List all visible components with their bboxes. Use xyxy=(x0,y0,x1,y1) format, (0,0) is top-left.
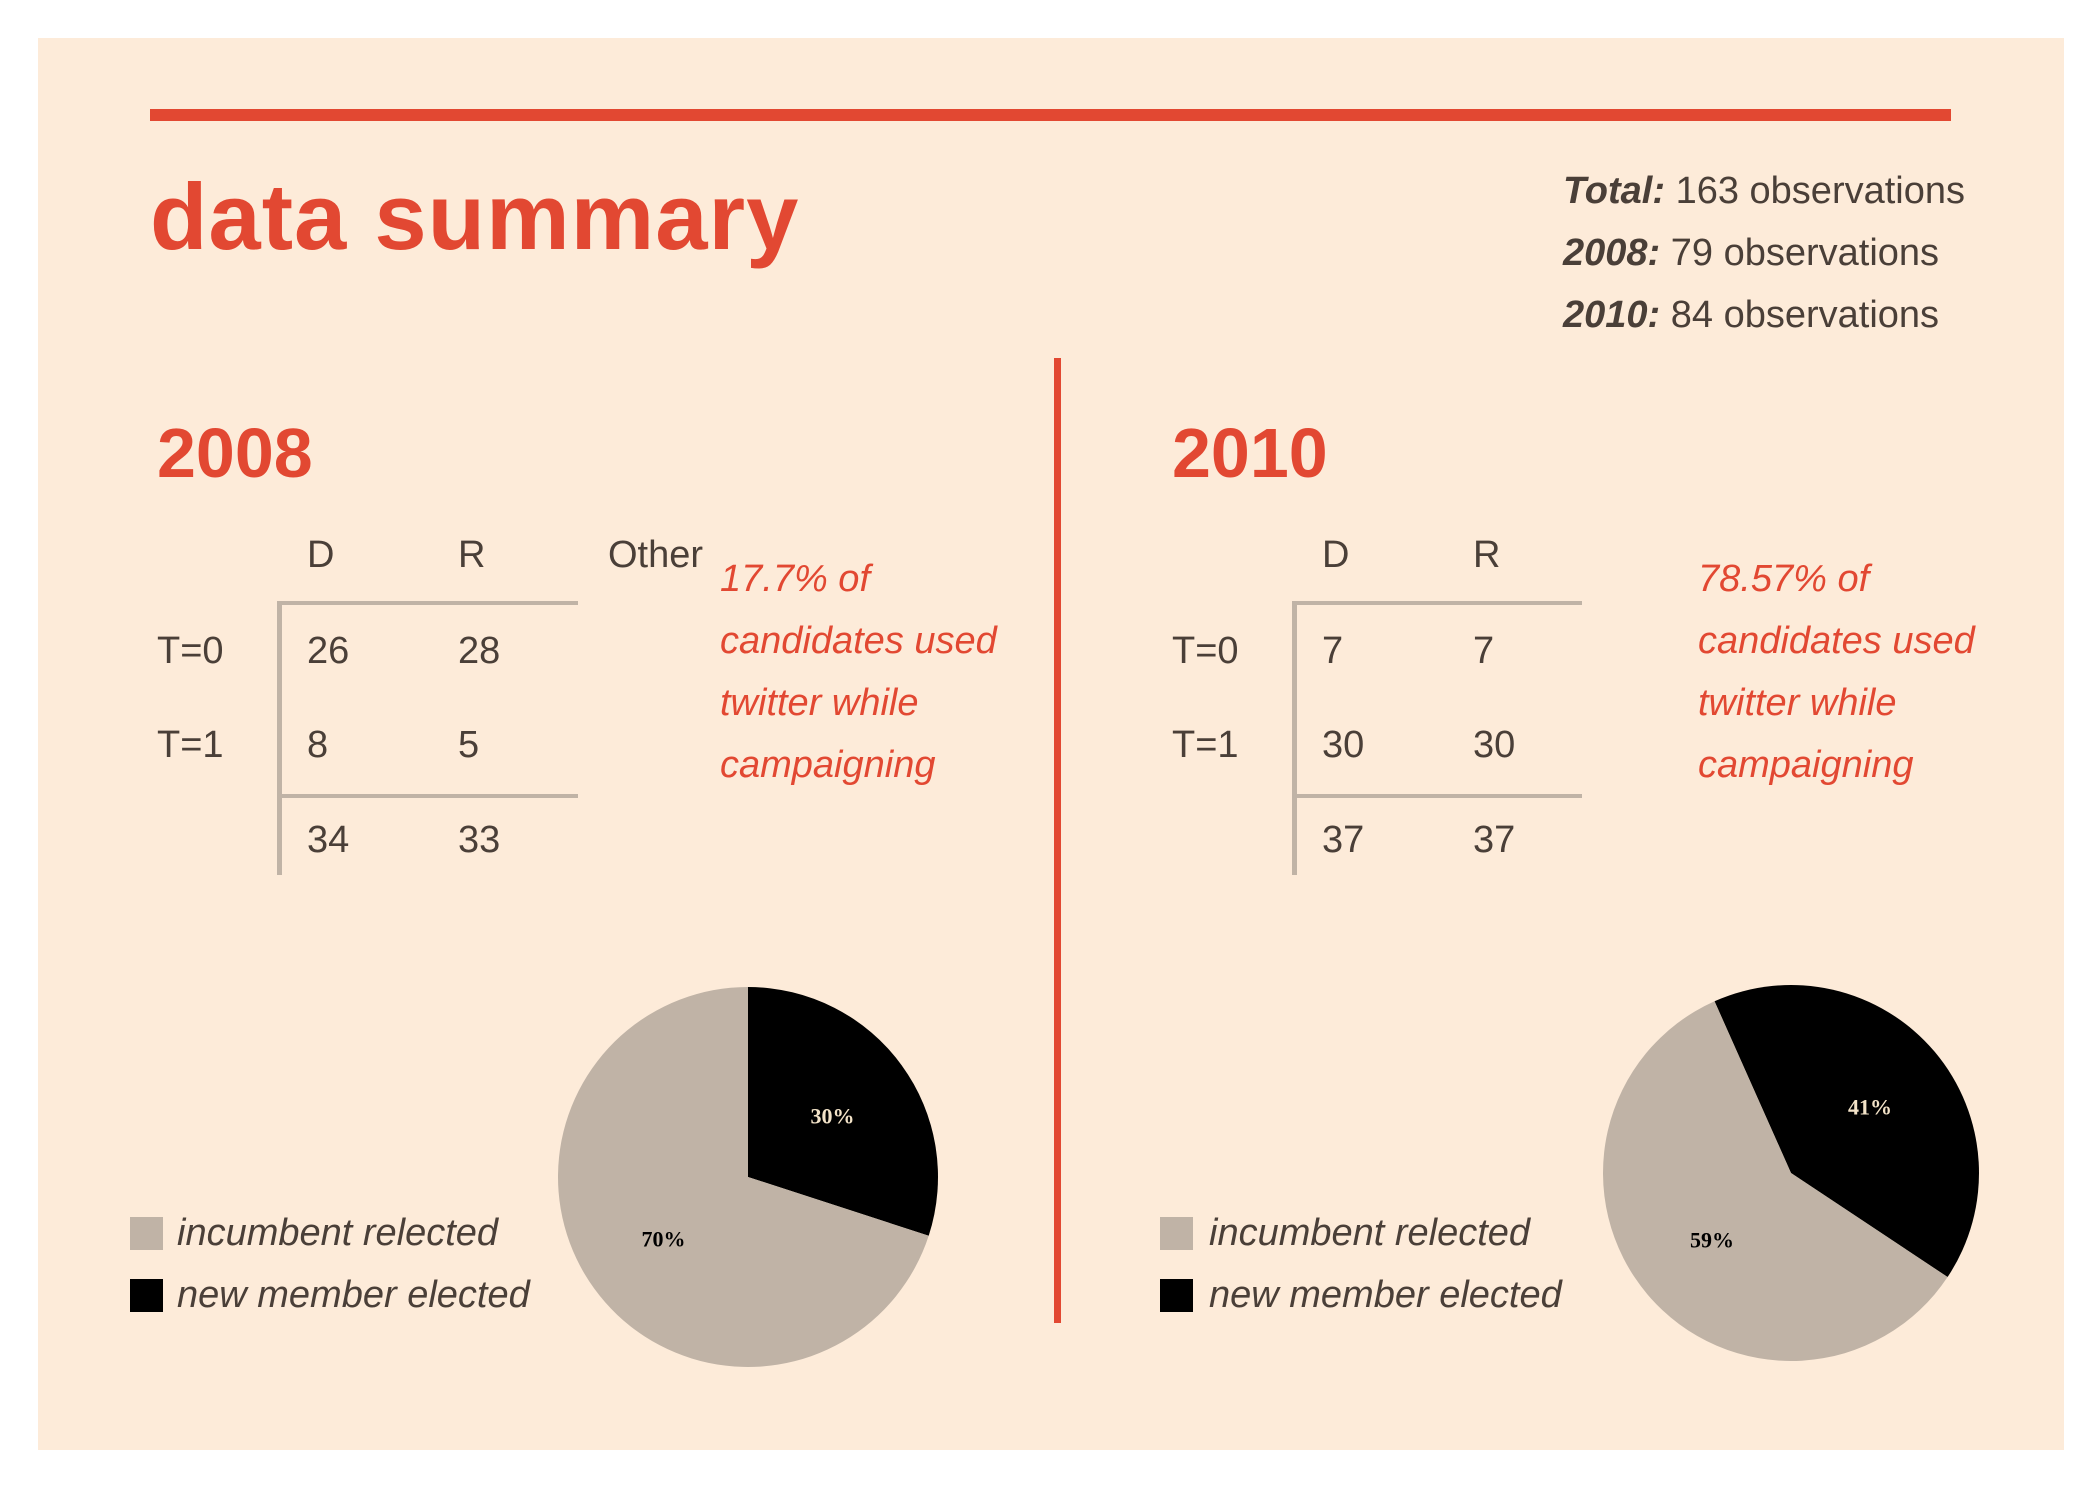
column-header: R xyxy=(458,534,486,576)
pie-data-label: 30% xyxy=(811,1104,855,1129)
pie-slice-incumbent-relected xyxy=(558,987,929,1367)
totals-summary: Total: 163 observations 2008: 79 observa… xyxy=(1563,172,1965,358)
row-label: T=1 xyxy=(1172,724,1239,766)
table-cell: 8 xyxy=(307,724,329,766)
totals-value: 163 observations xyxy=(1675,170,1965,212)
header-rule xyxy=(150,109,1951,121)
table-cell: 26 xyxy=(307,630,350,672)
totals-row-total: Total: 163 observations xyxy=(1563,172,1965,234)
table-total-rule xyxy=(279,794,578,798)
totals-label: 2010: xyxy=(1563,294,1661,336)
legend-label: new member elected xyxy=(177,1274,530,1316)
pie-slice-new-member-elected xyxy=(748,987,938,1236)
totals-row-2008: 2008: 79 observations xyxy=(1563,234,1965,296)
page-title: data summary xyxy=(150,164,800,269)
legend-swatch-incumbent xyxy=(1160,1217,1193,1250)
table-cell: 7 xyxy=(1322,630,1344,672)
table-cell: 28 xyxy=(458,630,501,672)
pie-chart-2010: 41% 59% xyxy=(1603,985,1979,1361)
table-cell: 5 xyxy=(458,724,480,766)
legend-label: incumbent relected xyxy=(1209,1212,1531,1254)
legend-label: incumbent relected xyxy=(177,1212,499,1254)
column-header: R xyxy=(1473,534,1501,576)
table-total-cell: 34 xyxy=(307,819,350,861)
pie-data-label: 70% xyxy=(641,1226,685,1251)
table-total-cell: 37 xyxy=(1322,819,1365,861)
year-heading: 2010 xyxy=(1172,414,1328,492)
pie-chart-2008: 30% 70% xyxy=(558,987,938,1367)
table-top-rule xyxy=(279,601,578,605)
twitter-note: 78.57% of candidates used twitter while … xyxy=(1698,558,1975,786)
totals-row-2010: 2010: 84 observations xyxy=(1563,296,1965,358)
panel-divider xyxy=(1054,358,1061,1323)
legend-label: new member elected xyxy=(1209,1274,1562,1316)
column-header: Other xyxy=(608,534,704,576)
pie-slice-incumbent-relected xyxy=(1603,1001,1948,1361)
year-heading: 2008 xyxy=(157,414,313,492)
table-vertical-rule xyxy=(277,601,282,875)
pie-data-label: 59% xyxy=(1690,1228,1734,1253)
table-top-rule xyxy=(1294,601,1582,605)
table-total-cell: 37 xyxy=(1473,819,1516,861)
column-header: D xyxy=(307,534,335,576)
legend-swatch-new-member xyxy=(130,1279,163,1312)
totals-label: 2008: xyxy=(1563,232,1661,274)
table-vertical-rule xyxy=(1292,601,1297,875)
row-label: T=0 xyxy=(157,630,224,672)
totals-label: Total: xyxy=(1563,170,1666,212)
table-cell: 30 xyxy=(1322,724,1365,766)
table-cell: 7 xyxy=(1473,630,1495,672)
row-label: T=0 xyxy=(1172,630,1239,672)
pie-slice-new-member-elected xyxy=(1714,985,1979,1278)
totals-value: 79 observations xyxy=(1670,232,1940,274)
twitter-note: 17.7% of candidates used twitter while c… xyxy=(720,558,997,786)
row-label: T=1 xyxy=(157,724,224,766)
column-header: D xyxy=(1322,534,1350,576)
pie-data-label: 41% xyxy=(1848,1094,1892,1119)
table-total-rule xyxy=(1294,794,1582,798)
totals-value: 84 observations xyxy=(1670,294,1940,336)
legend-swatch-incumbent xyxy=(130,1217,163,1250)
table-cell: 30 xyxy=(1473,724,1516,766)
table-total-cell: 33 xyxy=(458,819,501,861)
legend-swatch-new-member xyxy=(1160,1279,1193,1312)
